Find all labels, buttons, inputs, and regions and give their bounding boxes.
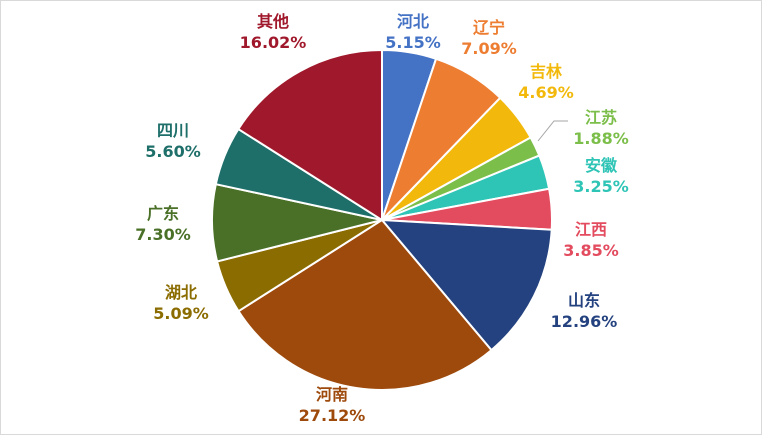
slice-name-label: 广东: [147, 204, 179, 223]
slice-percent-label: 27.12%: [299, 406, 366, 425]
data-label: 江苏 1.88%: [573, 108, 629, 148]
data-label: 广东 7.30%: [135, 204, 191, 244]
data-label: 河南 27.12%: [299, 385, 366, 425]
slice-name-label: 山东: [568, 291, 600, 310]
slice-name-label: 其他: [257, 12, 289, 31]
slice-percent-label: 3.25%: [573, 177, 629, 196]
data-label: 辽宁 7.09%: [461, 18, 517, 58]
data-label: 吉林 4.69%: [518, 62, 574, 102]
slice-name-label: 安徽: [585, 156, 618, 175]
slice-name-label: 江苏: [585, 108, 617, 127]
slice-percent-label: 3.85%: [563, 241, 619, 260]
slice-name-label: 四川: [157, 121, 189, 140]
data-label: 湖北 5.09%: [153, 283, 209, 323]
pie-slice: [237, 218, 493, 392]
data-label: 山东 12.96%: [551, 291, 618, 331]
pie-slice: [236, 48, 383, 222]
slice-name-label: 辽宁: [473, 18, 505, 37]
slice-percent-label: 5.15%: [385, 33, 441, 52]
data-label: 江西 3.85%: [563, 220, 619, 260]
leader-line: [537, 120, 568, 142]
slice-percent-label: 5.60%: [145, 142, 201, 161]
slice-percent-label: 16.02%: [240, 33, 307, 52]
slice-name-label: 江西: [575, 220, 607, 239]
slice-name-label: 河南: [316, 385, 348, 404]
data-label: 安徽 3.25%: [573, 156, 629, 196]
slice-name-label: 湖北: [165, 283, 197, 302]
slice-percent-label: 5.09%: [153, 304, 209, 323]
data-label: 河北 5.15%: [385, 12, 441, 52]
data-label: 其他 16.02%: [240, 12, 307, 52]
slice-percent-label: 7.30%: [135, 225, 191, 244]
slice-name-label: 河北: [397, 12, 429, 31]
slice-percent-label: 1.88%: [573, 129, 629, 148]
data-label: 四川 5.60%: [145, 121, 201, 161]
pie-slice: [379, 218, 553, 352]
slice-percent-label: 4.69%: [518, 83, 574, 102]
slice-name-label: 吉林: [530, 62, 562, 81]
slice-percent-label: 12.96%: [551, 312, 618, 331]
slice-percent-label: 7.09%: [461, 39, 517, 58]
